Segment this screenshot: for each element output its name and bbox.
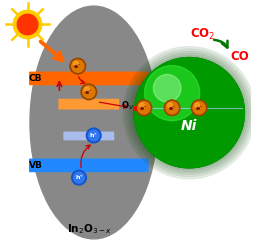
Text: CO$_2$: CO$_2$ (190, 27, 215, 42)
Circle shape (195, 103, 199, 108)
Circle shape (136, 100, 152, 116)
Text: CB: CB (29, 74, 42, 83)
Text: e⁻: e⁻ (74, 64, 81, 69)
Circle shape (164, 100, 180, 116)
Circle shape (166, 89, 197, 121)
Circle shape (134, 58, 244, 168)
Circle shape (141, 64, 235, 159)
Circle shape (73, 61, 78, 66)
Circle shape (72, 60, 84, 72)
Circle shape (74, 172, 84, 183)
Circle shape (145, 69, 229, 152)
Circle shape (88, 130, 99, 141)
Circle shape (193, 102, 205, 114)
Circle shape (70, 58, 86, 74)
Ellipse shape (30, 6, 157, 239)
Circle shape (166, 102, 178, 114)
Text: VB: VB (29, 161, 43, 170)
Circle shape (84, 87, 89, 92)
Text: e⁻: e⁻ (85, 90, 93, 95)
Circle shape (153, 77, 216, 140)
Circle shape (168, 103, 173, 108)
Circle shape (137, 60, 242, 165)
Circle shape (157, 81, 210, 133)
Circle shape (191, 100, 207, 116)
Text: CO: CO (230, 50, 249, 63)
Circle shape (83, 86, 95, 98)
Text: e⁻: e⁻ (195, 106, 203, 110)
Text: In$_2$O$_{3-x}$: In$_2$O$_{3-x}$ (68, 222, 113, 236)
Circle shape (123, 47, 255, 179)
Circle shape (81, 84, 97, 100)
Circle shape (134, 58, 244, 168)
Text: e⁻: e⁻ (168, 106, 176, 110)
Circle shape (138, 102, 150, 114)
Circle shape (145, 66, 200, 121)
Circle shape (72, 170, 86, 185)
Circle shape (149, 73, 223, 146)
FancyBboxPatch shape (58, 99, 119, 110)
FancyBboxPatch shape (63, 132, 114, 140)
FancyBboxPatch shape (29, 72, 148, 85)
Circle shape (17, 14, 38, 35)
Circle shape (170, 93, 191, 114)
Circle shape (127, 51, 251, 174)
Text: O$_V$: O$_V$ (121, 99, 134, 112)
Circle shape (153, 74, 181, 102)
Circle shape (125, 49, 253, 177)
Circle shape (132, 55, 247, 170)
Text: e⁻: e⁻ (140, 106, 148, 110)
Circle shape (162, 85, 204, 127)
Circle shape (130, 53, 249, 172)
Text: h⁺: h⁺ (75, 175, 83, 180)
Text: h⁺: h⁺ (90, 133, 98, 138)
FancyBboxPatch shape (29, 159, 148, 172)
Text: Ni: Ni (181, 119, 197, 133)
Circle shape (86, 128, 101, 143)
Circle shape (174, 98, 185, 108)
Circle shape (13, 10, 42, 39)
Circle shape (140, 103, 144, 108)
